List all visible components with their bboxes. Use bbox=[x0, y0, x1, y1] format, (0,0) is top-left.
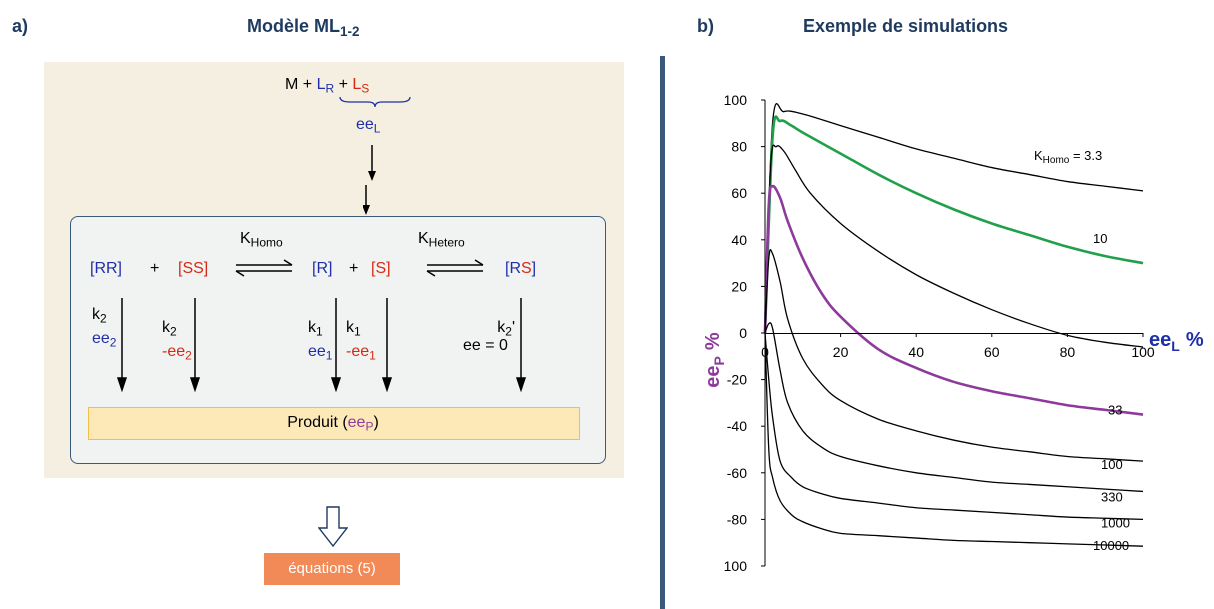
rate-k1-s: k1 -ee1 bbox=[346, 318, 376, 365]
series-line-1 bbox=[763, 115, 1144, 334]
series-label: 1000 bbox=[1101, 515, 1130, 530]
panel-a-label: a) bbox=[12, 16, 29, 36]
y-tick-label: 80 bbox=[731, 139, 747, 155]
series-line-2 bbox=[764, 144, 1144, 348]
hollow-down-arrow-icon bbox=[318, 506, 348, 548]
equilibrium-arrows-icon bbox=[235, 259, 293, 277]
x-tick-labels: 0 20 40 60 80 100 bbox=[761, 333, 1155, 360]
rate-k1-r-k: k1 bbox=[308, 319, 323, 339]
rate-k2-rr-ee: ee2 bbox=[92, 329, 117, 350]
x-tick-label: 100 bbox=[1131, 344, 1155, 360]
ee-l-label: eeL bbox=[356, 116, 381, 136]
product-ee: eeP bbox=[347, 414, 374, 434]
series-line-3 bbox=[763, 184, 1144, 416]
panel-divider bbox=[660, 56, 665, 609]
brace-icon bbox=[339, 96, 411, 108]
species-r: [R] bbox=[312, 260, 333, 277]
y-tick-label: 60 bbox=[731, 185, 747, 201]
series-line-0 bbox=[764, 103, 1144, 334]
y-tick-labels: 100 80 60 40 20 0 -20 -40 -60 -80 100 bbox=[724, 92, 765, 574]
rate-k2-ss: k2 -ee2 bbox=[162, 318, 192, 365]
species-rr: [RR] bbox=[90, 260, 122, 277]
reactants-line: M + LR + LS bbox=[285, 76, 369, 96]
y-axis-label: eeP% bbox=[702, 332, 727, 388]
x-tick-label: 20 bbox=[833, 344, 849, 360]
panel-a-title-main: Modèle ML bbox=[247, 16, 340, 36]
rate-k2-ss-k: k2 bbox=[162, 319, 177, 339]
rate-k1-s-k: k1 bbox=[346, 319, 361, 339]
x-axis-label: eeL% bbox=[1149, 329, 1204, 354]
panel-b-label: b) bbox=[697, 16, 714, 36]
x-tick-label: 40 bbox=[908, 344, 924, 360]
series-label: 33 bbox=[1108, 403, 1122, 418]
series-label: 100 bbox=[1101, 457, 1123, 472]
y-tick-label: -80 bbox=[727, 511, 747, 527]
series-line-6 bbox=[764, 332, 1144, 521]
rate-ee-zero: ee = 0 bbox=[463, 337, 508, 354]
y-tick-label: 0 bbox=[739, 325, 747, 341]
y-tick-label: 40 bbox=[731, 232, 747, 248]
x-tick-label: 80 bbox=[1060, 344, 1076, 360]
species-ss: [SS] bbox=[178, 260, 209, 277]
panel-b-title: Exemple de simulations bbox=[803, 16, 1009, 36]
panel-a-title: Modèle ML1-2 bbox=[247, 16, 360, 39]
rate-k1-r: k1 ee1 bbox=[308, 318, 332, 365]
y-tick-label: -40 bbox=[727, 418, 747, 434]
reaction-arrows bbox=[116, 298, 527, 393]
ligand-r: LR bbox=[316, 76, 335, 96]
species-plus-2: + bbox=[349, 260, 359, 277]
product-box bbox=[88, 407, 580, 440]
y-tick-label: -20 bbox=[727, 372, 747, 388]
series-labels: 10 33 100 330 1000 10000 bbox=[1093, 231, 1130, 553]
down-arrow-icon bbox=[363, 145, 376, 215]
rate-k2-rr-k: k2 bbox=[92, 306, 107, 326]
y-tick-label: -60 bbox=[727, 465, 747, 481]
series-label: 330 bbox=[1101, 489, 1123, 504]
rate-k2prime-rs: k2' bbox=[465, 318, 515, 342]
y-tick-label: 20 bbox=[731, 278, 747, 294]
panel-a-title-sub: 1-2 bbox=[340, 24, 360, 40]
y-tick-label: 100 bbox=[724, 558, 748, 574]
series-label: 10000 bbox=[1093, 538, 1129, 553]
rate-k1-s-ee: -ee1 bbox=[346, 342, 376, 363]
species-s: [S] bbox=[371, 260, 391, 277]
rate-k2-rr: k2 ee2 bbox=[92, 305, 116, 352]
ligand-s: LS bbox=[352, 76, 370, 96]
series-line-5 bbox=[764, 322, 1144, 493]
equilibrium-arrows-icon bbox=[426, 259, 484, 277]
equations-badge: équations (5) bbox=[264, 553, 400, 585]
series-line-7 bbox=[764, 332, 1144, 547]
rate-k2-ss-ee: -ee2 bbox=[162, 342, 192, 363]
species-plus-1: + bbox=[150, 260, 160, 277]
series-line-4 bbox=[764, 249, 1144, 462]
species-rs: [RS] bbox=[505, 260, 537, 277]
rate-k1-r-ee: ee1 bbox=[308, 342, 333, 363]
y-tick-label: 100 bbox=[724, 92, 748, 108]
k-homo-label: KHomo bbox=[240, 230, 283, 250]
x-tick-label: 0 bbox=[761, 344, 769, 360]
series-layer bbox=[763, 103, 1144, 547]
k-hetero-label: KHetero bbox=[418, 230, 465, 250]
reactants-plus: + bbox=[334, 76, 353, 93]
rate-k2prime-k: k2' bbox=[497, 319, 515, 339]
series-label: 10 bbox=[1093, 231, 1107, 246]
reactants-m-plus: M + bbox=[285, 76, 317, 93]
series-label-khomo: KHomo = 3.3 bbox=[1034, 148, 1102, 166]
product-label: Produit (eeP) bbox=[287, 414, 379, 434]
x-tick-label: 60 bbox=[984, 344, 1000, 360]
